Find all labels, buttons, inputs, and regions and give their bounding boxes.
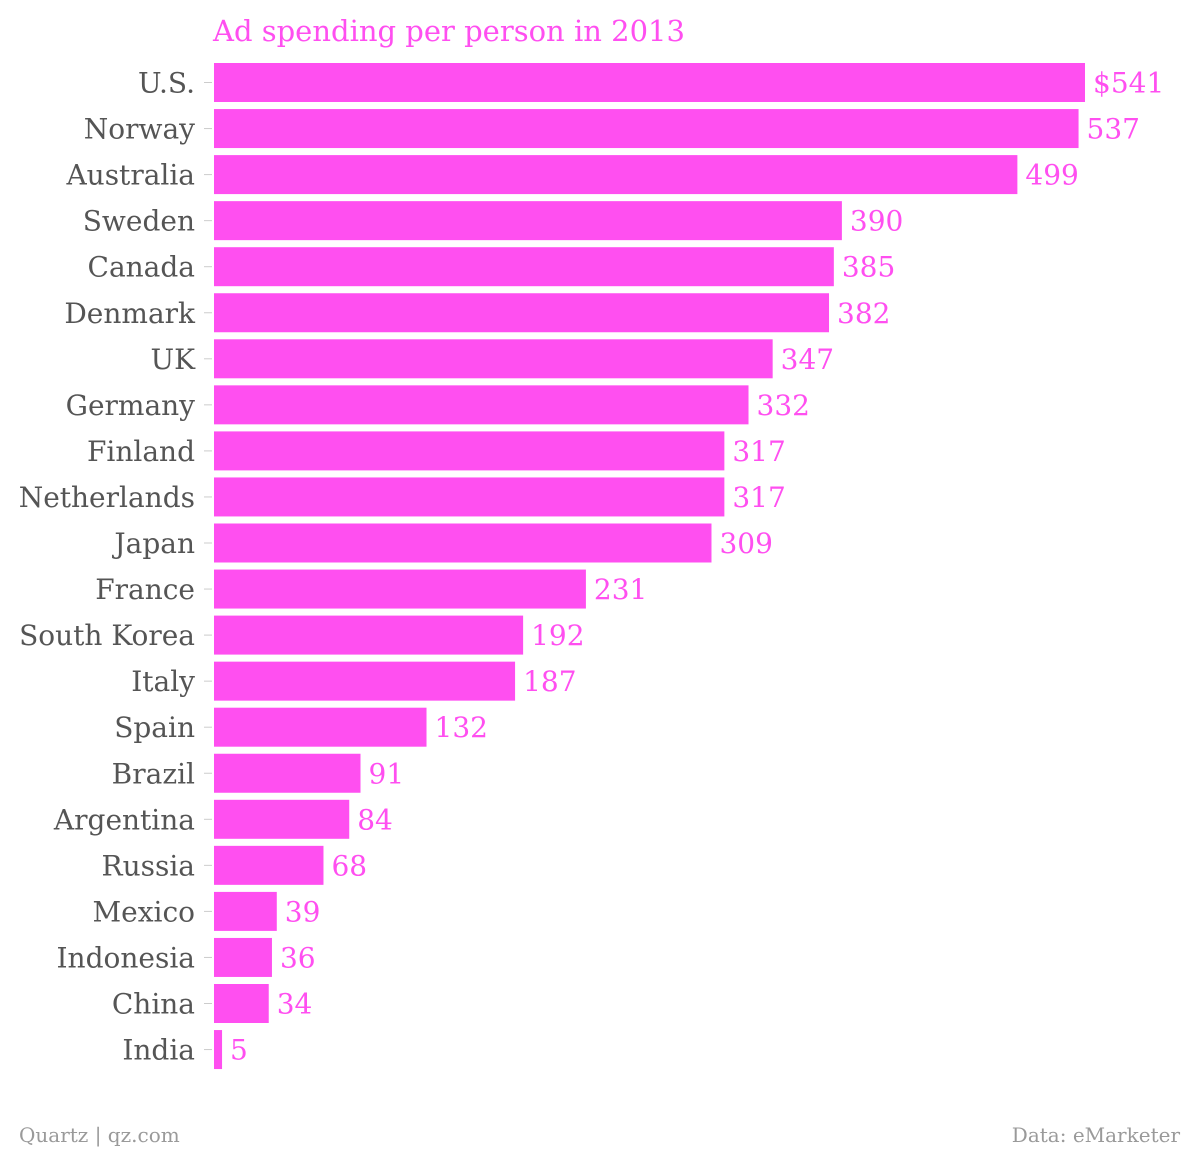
value-label-canada: 385 [842, 251, 895, 284]
category-label-netherlands: Netherlands [19, 481, 195, 514]
bar-japan [214, 523, 712, 563]
category-label-finland: Finland [87, 435, 195, 468]
category-label-argentina: Argentina [53, 803, 195, 836]
bar-mexico [214, 891, 277, 931]
bar-russia [214, 845, 324, 885]
category-label-mexico: Mexico [92, 895, 195, 928]
value-label-australia: 499 [1025, 159, 1078, 192]
category-label-indonesia: Indonesia [57, 941, 196, 974]
value-label-argentina: 84 [357, 803, 393, 836]
bar-brazil [214, 753, 361, 793]
category-label-canada: Canada [88, 251, 195, 284]
category-label-china: China [112, 988, 195, 1021]
bar-australia [214, 155, 1018, 195]
value-label-japan: 309 [719, 527, 772, 560]
category-label-denmark: Denmark [64, 297, 196, 330]
bar-germany [214, 385, 749, 425]
bar-uk [214, 339, 773, 379]
value-label-sweden: 390 [850, 205, 903, 238]
bar-indonesia [214, 937, 272, 977]
category-label-france: France [95, 573, 195, 606]
bar-italy [214, 661, 516, 701]
category-label-brazil: Brazil [112, 757, 195, 790]
category-label-south-korea: South Korea [19, 619, 195, 652]
category-label-uk: UK [150, 343, 196, 376]
value-label-norway: 537 [1087, 113, 1140, 146]
bar-u-s [214, 63, 1085, 102]
bar-norway [214, 109, 1079, 149]
chart-title: Ad spending per person in 2013 [212, 14, 685, 48]
category-label-u-s: U.S. [138, 67, 195, 100]
category-label-japan: Japan [111, 527, 195, 560]
bar-finland [214, 431, 725, 471]
value-label-south-korea: 192 [531, 619, 584, 652]
value-label-france: 231 [594, 573, 647, 606]
value-label-mexico: 39 [285, 895, 321, 928]
bar-france [214, 569, 586, 609]
value-label-russia: 68 [331, 849, 367, 882]
bar-spain [214, 707, 427, 747]
value-label-u-s: $541 [1093, 67, 1164, 100]
source-right: Data: eMarketer [1012, 1123, 1181, 1147]
value-label-denmark: 382 [837, 297, 890, 330]
category-label-sweden: Sweden [83, 205, 195, 238]
bar-india [214, 1030, 223, 1070]
category-label-spain: Spain [114, 711, 195, 744]
value-label-finland: 317 [732, 435, 785, 468]
category-label-germany: Germany [66, 389, 196, 422]
bar-netherlands [214, 477, 725, 517]
bar-canada [214, 247, 834, 287]
value-label-germany: 332 [757, 389, 810, 422]
bar-argentina [214, 799, 350, 839]
value-label-uk: 347 [781, 343, 834, 376]
category-label-russia: Russia [101, 849, 195, 882]
value-label-india: 5 [230, 1034, 248, 1067]
value-label-brazil: 91 [369, 757, 405, 790]
category-label-australia: Australia [65, 159, 195, 192]
source-left: Quartz | qz.com [19, 1123, 180, 1148]
bar-sweden [214, 201, 842, 241]
bar-china [214, 984, 269, 1023]
category-label-italy: Italy [131, 665, 195, 698]
bars-group: U.S. $541 Norway 537 Australia 499 Sweden 390 Ca… [19, 63, 1164, 1070]
value-label-spain: 132 [435, 711, 488, 744]
value-label-italy: 187 [523, 665, 576, 698]
category-label-norway: Norway [84, 113, 195, 146]
value-label-china: 34 [277, 988, 313, 1021]
bar-denmark [214, 293, 830, 333]
value-label-indonesia: 36 [280, 941, 316, 974]
bar-south-korea [214, 615, 524, 655]
category-label-india: India [122, 1034, 195, 1067]
value-label-netherlands: 317 [732, 481, 785, 514]
